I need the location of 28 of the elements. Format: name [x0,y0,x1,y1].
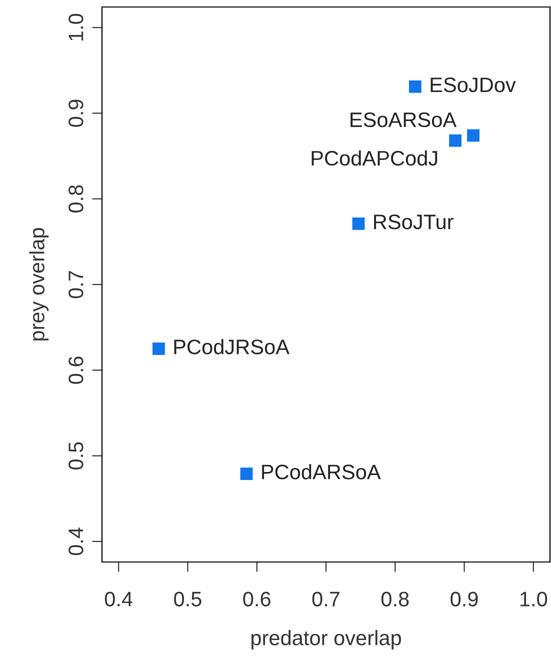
point [449,134,462,147]
annotation: PCodAPCodJ [312,150,438,166]
x-tick-label: 1.0 [520,592,548,606]
point [152,342,165,355]
x-axis-title: predator overlap [251,630,401,650]
point [352,217,365,230]
annotation: ESoJDov [430,77,516,92]
point [240,468,253,480]
point [408,80,422,93]
y-tick-label: 0.9 [68,100,84,127]
y-tick-label: 0.5 [68,442,84,470]
point [467,129,480,142]
x-tick-label: 0.4 [104,592,132,606]
annotation: PCodJRSoA [174,339,290,354]
y-tick-label: 1.0 [68,14,84,40]
y-axis-title: prey overlap [29,228,49,340]
x-tick-label: 0.7 [312,592,340,606]
x-tick-label: 0.6 [243,592,270,606]
annotation: RSoJTur [374,214,454,230]
x-tick-label: 0.9 [450,592,478,606]
x-tick-label: 0.8 [381,592,409,606]
annotation: PCodARSoA [262,464,381,480]
y-tick-label: 0.8 [68,185,84,213]
annotation: ESoARSoA [350,112,457,128]
y-tick-label: 0.7 [68,271,84,298]
y-tick-label: 0.6 [68,356,84,384]
x-tick-label: 0.5 [174,592,202,606]
y-tick-label: 0.4 [68,528,84,556]
